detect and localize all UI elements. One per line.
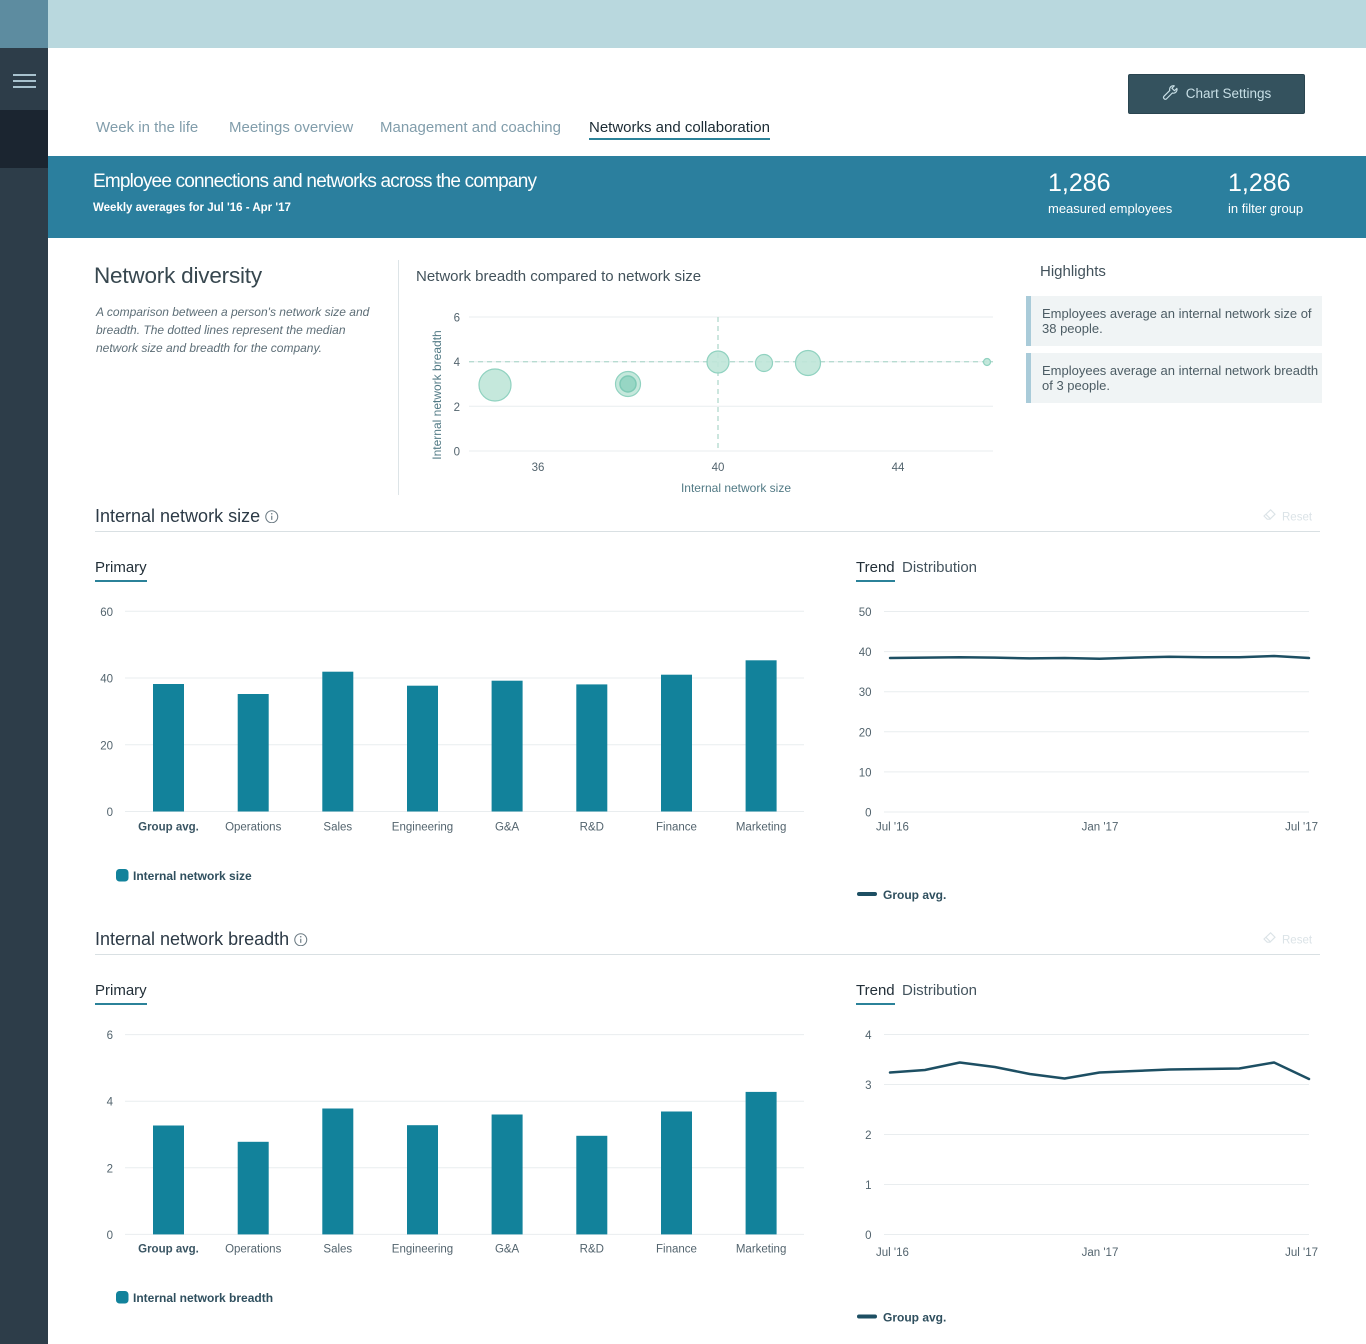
svg-text:6: 6 [107,1030,113,1042]
svg-text:6: 6 [454,313,460,325]
svg-text:10: 10 [859,767,872,779]
svg-text:50: 50 [859,607,872,619]
svg-text:Group avg.: Group avg. [883,888,946,902]
svg-text:20: 20 [100,740,113,752]
svg-text:2: 2 [865,1130,871,1142]
svg-text:R&D: R&D [580,1244,604,1256]
svg-text:Jan '17: Jan '17 [1082,822,1119,834]
svg-text:0: 0 [107,807,113,819]
svg-text:Marketing: Marketing [736,822,787,834]
svg-text:Internal network size: Internal network size [133,869,252,883]
svg-text:R&D: R&D [580,822,604,834]
svg-text:4: 4 [865,1030,872,1042]
svg-text:Finance: Finance [656,822,697,834]
svg-text:Group avg.: Group avg. [138,1244,199,1256]
svg-text:Group avg.: Group avg. [138,822,199,834]
svg-text:2: 2 [454,402,460,414]
svg-text:60: 60 [100,607,113,619]
svg-text:Finance: Finance [656,1244,697,1256]
svg-text:Engineering: Engineering [392,822,453,834]
svg-text:44: 44 [892,462,905,474]
svg-text:Engineering: Engineering [392,1244,453,1256]
svg-text:0: 0 [454,447,460,459]
svg-text:Internal network breadth: Internal network breadth [133,1291,273,1305]
svg-text:0: 0 [865,1230,871,1242]
svg-text:Sales: Sales [323,1244,352,1256]
svg-text:1: 1 [865,1180,871,1192]
svg-text:Operations: Operations [225,822,282,834]
svg-text:Group avg.: Group avg. [883,1310,946,1324]
svg-text:Jul '16: Jul '16 [876,1247,909,1259]
svg-text:Jul '17: Jul '17 [1285,822,1318,834]
svg-text:G&A: G&A [495,1244,520,1256]
svg-text:Operations: Operations [225,1244,282,1256]
svg-text:2: 2 [107,1163,113,1175]
svg-text:4: 4 [454,357,461,369]
svg-text:40: 40 [859,647,872,659]
svg-text:30: 30 [859,687,872,699]
svg-text:Jul '16: Jul '16 [876,822,909,834]
svg-text:Marketing: Marketing [736,1244,787,1256]
svg-text:Jul '17: Jul '17 [1285,1247,1318,1259]
svg-text:Jan '17: Jan '17 [1082,1247,1119,1259]
svg-text:36: 36 [532,462,545,474]
svg-text:Sales: Sales [323,822,352,834]
svg-text:0: 0 [107,1230,113,1242]
svg-text:20: 20 [859,727,872,739]
svg-text:0: 0 [865,808,871,820]
svg-text:Internal network breadth: Internal network breadth [430,330,444,459]
svg-text:40: 40 [712,462,725,474]
svg-text:Internal network size: Internal network size [681,481,791,495]
svg-text:3: 3 [865,1080,871,1092]
svg-text:G&A: G&A [495,822,520,834]
svg-text:4: 4 [107,1097,114,1109]
svg-text:40: 40 [100,674,113,686]
